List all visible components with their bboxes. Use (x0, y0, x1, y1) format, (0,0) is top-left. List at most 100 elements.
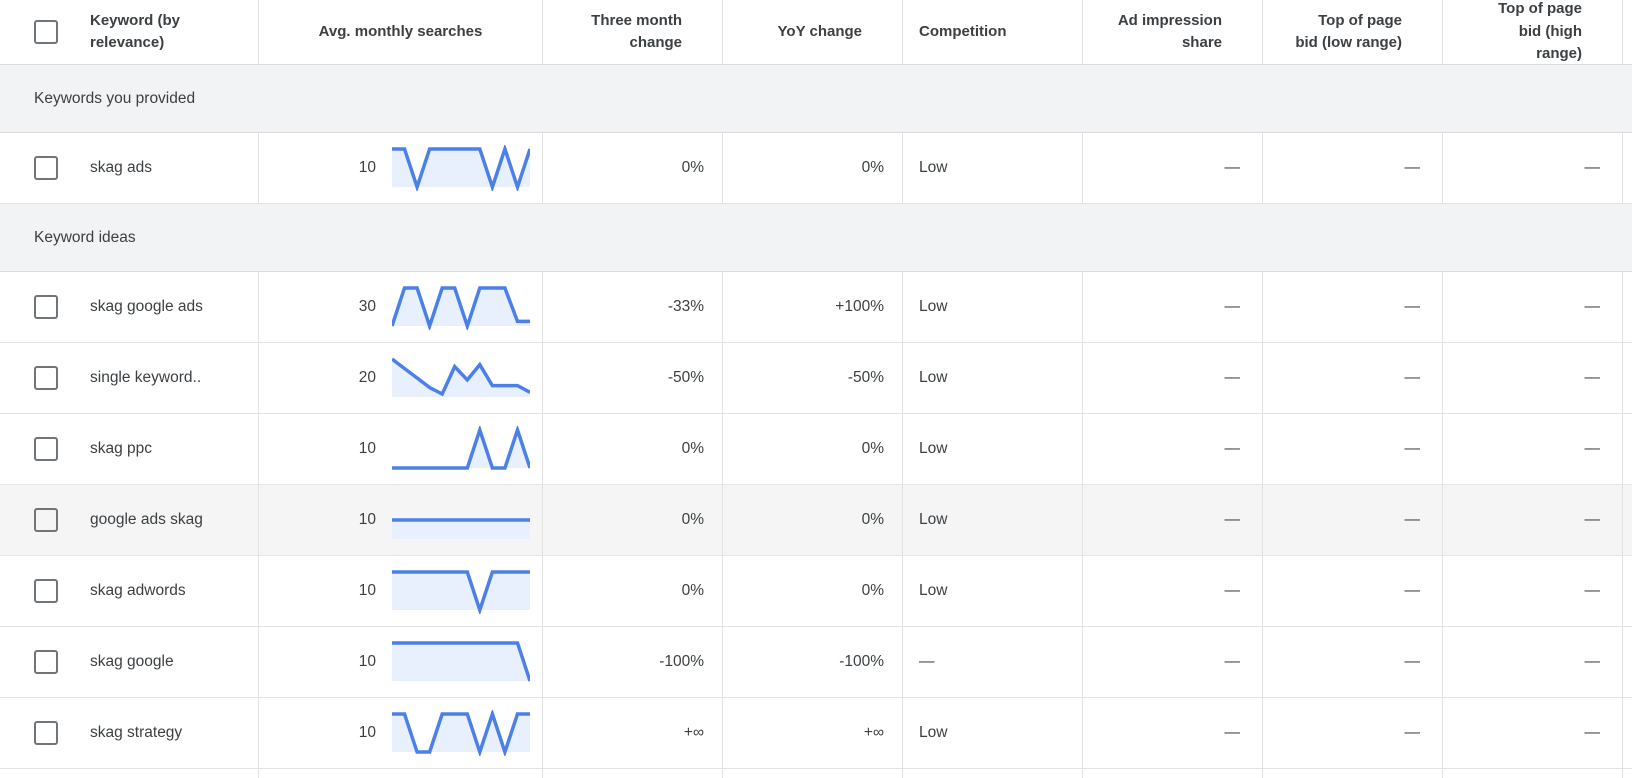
column-header-top-bid-low[interactable]: Top of page bid (low range) (1262, 0, 1442, 64)
row-checkbox[interactable] (34, 437, 58, 461)
sparkline-chart (392, 710, 530, 756)
keyword-cell: skag strategy (0, 698, 258, 768)
row-checkbox[interactable] (34, 579, 58, 603)
ad-impression-share-cell: — (1082, 133, 1262, 203)
row-spacer-cell (1622, 698, 1632, 768)
keyword-row: skag google 10 -100% -100% — — — — (0, 627, 1632, 698)
avg-monthly-searches-value: 10 (358, 159, 376, 176)
three-month-change-cell: 0% (542, 556, 722, 626)
ad-impression-share-cell: — (1082, 272, 1262, 342)
avg-monthly-searches-cell: 10 (258, 133, 542, 203)
keyword-cell: skag google ads (0, 272, 258, 342)
top-bid-low-cell: — (1262, 133, 1442, 203)
sparkline-chart (392, 570, 530, 614)
top-bid-high-cell: — (1442, 133, 1622, 203)
three-month-change-cell: 0% (542, 485, 722, 555)
column-header-competition[interactable]: Competition (902, 0, 1082, 64)
top-bid-high-cell: — (1442, 272, 1622, 342)
keyword-label: skag strategy (90, 724, 183, 741)
yoy-change-cell: 0% (722, 485, 902, 555)
column-header-top-bid-high[interactable]: Top of page bid (high range) (1442, 0, 1622, 64)
avg-monthly-searches-cell: 10 (258, 485, 542, 555)
column-header-yoy-change[interactable]: YoY change (722, 0, 902, 64)
sparkline-chart (392, 286, 530, 330)
table-cell (1442, 769, 1622, 778)
sparkline-chart (392, 145, 530, 191)
header-keyword-column[interactable]: Keyword (by relevance) (0, 0, 258, 64)
keyword-cell: skag adwords (0, 556, 258, 626)
three-month-change-cell: 0% (542, 414, 722, 484)
avg-monthly-searches-cell: 10 (258, 556, 542, 626)
table-header: Keyword (by relevance) Avg. monthly sear… (0, 0, 1632, 65)
three-month-change-cell: -33% (542, 272, 722, 342)
keyword-cell: google ads skag (0, 485, 258, 555)
row-checkbox[interactable] (34, 366, 58, 390)
keyword-row: skag google ads 30 -33% +100% Low — — — (0, 272, 1632, 343)
top-bid-high-cell: — (1442, 627, 1622, 697)
avg-monthly-searches-cell: 10 (258, 414, 542, 484)
keyword-label: skag ads (90, 159, 153, 176)
avg-monthly-searches-value: 10 (358, 511, 376, 528)
row-spacer-cell (1622, 272, 1632, 342)
top-bid-low-cell: — (1262, 627, 1442, 697)
competition-cell: Low (902, 698, 1082, 768)
keyword-label: skag adwords (90, 582, 186, 599)
keyword-cell: single keyword.. (0, 343, 258, 413)
keyword-row: single keyword.. 20 -50% -50% Low — — — (0, 343, 1632, 414)
column-header-three-month-change[interactable]: Three month change (542, 0, 722, 64)
top-bid-high-cell: — (1442, 343, 1622, 413)
three-month-change-cell: -100% (542, 627, 722, 697)
avg-monthly-searches-cell: 20 (258, 343, 542, 413)
ad-impression-share-cell: — (1082, 414, 1262, 484)
table-cell (1622, 769, 1632, 778)
table-cell (1262, 769, 1442, 778)
keyword-label: skag google ads (90, 298, 203, 315)
competition-cell: Low (902, 414, 1082, 484)
top-bid-low-cell: — (1262, 698, 1442, 768)
table-cell (542, 769, 722, 778)
competition-cell: Low (902, 343, 1082, 413)
competition-cell: Low (902, 272, 1082, 342)
row-checkbox[interactable] (34, 508, 58, 532)
header-spacer-cell (1622, 0, 1632, 64)
three-month-change-cell: -50% (542, 343, 722, 413)
yoy-change-cell: 0% (722, 133, 902, 203)
sparkline-chart (392, 641, 530, 682)
row-checkbox[interactable] (34, 721, 58, 745)
avg-monthly-searches-value: 20 (358, 369, 376, 386)
keyword-row: google ads skag 10 0% 0% Low — — — (0, 485, 1632, 556)
row-spacer-cell (1622, 414, 1632, 484)
select-all-checkbox[interactable] (34, 20, 58, 44)
section-header-label: Keyword ideas (34, 228, 136, 246)
row-checkbox[interactable] (34, 156, 58, 180)
row-spacer-cell (1622, 133, 1632, 203)
column-header-avg-monthly-searches[interactable]: Avg. monthly searches (258, 0, 542, 64)
top-bid-low-cell: — (1262, 272, 1442, 342)
sparkline-chart (392, 518, 530, 539)
ad-impression-share-cell: — (1082, 485, 1262, 555)
avg-monthly-searches-value: 10 (358, 582, 376, 599)
section-header-row: Keyword ideas (0, 204, 1632, 272)
yoy-change-cell: -50% (722, 343, 902, 413)
row-checkbox[interactable] (34, 650, 58, 674)
table-cell (258, 769, 542, 778)
sparkline-chart (392, 426, 530, 470)
ad-impression-share-cell: — (1082, 556, 1262, 626)
keyword-cell: skag ads (0, 133, 258, 203)
top-bid-low-cell: — (1262, 414, 1442, 484)
competition-cell: Low (902, 485, 1082, 555)
keyword-row: skag ads 10 0% 0% Low — — — (0, 133, 1632, 204)
top-bid-high-cell: — (1442, 698, 1622, 768)
column-header-ad-impression-share[interactable]: Ad impression share (1082, 0, 1262, 64)
row-checkbox[interactable] (34, 295, 58, 319)
competition-cell: Low (902, 133, 1082, 203)
keyword-label: skag ppc (90, 440, 153, 457)
keyword-row: skag adwords 10 0% 0% Low — — — (0, 556, 1632, 627)
top-bid-high-cell: — (1442, 414, 1622, 484)
column-header-keyword: Keyword (by relevance) (90, 11, 181, 52)
table-cell (902, 769, 1082, 778)
ad-impression-share-cell: — (1082, 343, 1262, 413)
table-body: Keywords you provided skag ads 10 0% 0% Low — —… (0, 65, 1632, 769)
competition-cell: — (902, 627, 1082, 697)
